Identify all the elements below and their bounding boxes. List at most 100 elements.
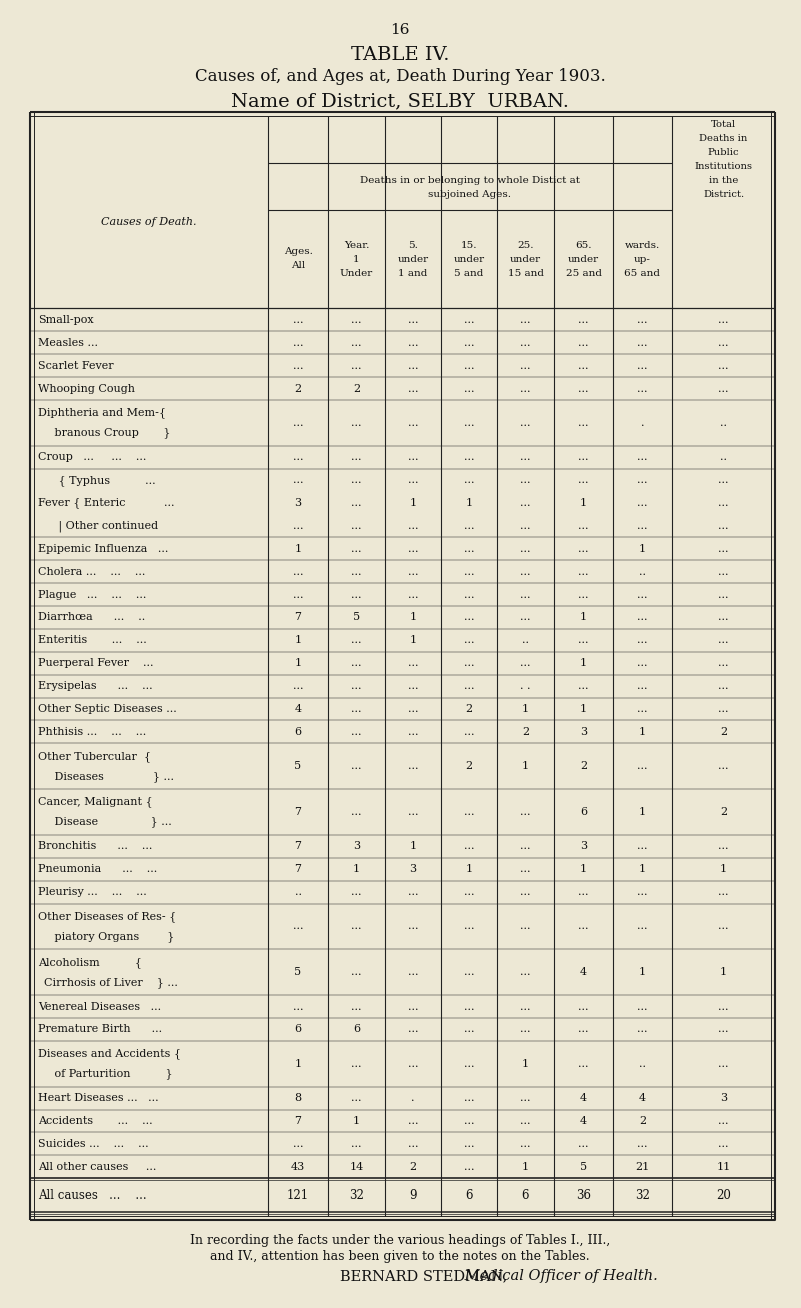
Text: 7: 7 (295, 612, 301, 623)
Text: 9: 9 (409, 1189, 417, 1202)
Text: ...: ... (521, 887, 531, 897)
Text: ...: ... (352, 1002, 362, 1011)
Text: 1: 1 (639, 544, 646, 553)
Text: Diphtheria and Mem-{: Diphtheria and Mem-{ (38, 408, 166, 419)
Text: ...: ... (464, 337, 474, 348)
Text: ...: ... (718, 566, 729, 577)
Text: ...: ... (578, 590, 589, 599)
Text: 1: 1 (353, 1116, 360, 1126)
Text: ...: ... (521, 1093, 531, 1103)
Text: 32: 32 (635, 1189, 650, 1202)
Text: ...: ... (638, 361, 648, 370)
Text: 36: 36 (576, 1189, 591, 1202)
Text: Public: Public (708, 148, 739, 157)
Text: ...: ... (578, 475, 589, 485)
Text: 7: 7 (295, 1116, 301, 1126)
Text: ...: ... (464, 612, 474, 623)
Text: ...: ... (578, 544, 589, 553)
Text: 2: 2 (639, 1116, 646, 1126)
Text: ...: ... (638, 337, 648, 348)
Text: and IV., attention has been given to the notes on the Tables.: and IV., attention has been given to the… (210, 1250, 590, 1264)
Text: ...: ... (718, 315, 729, 324)
Text: ...: ... (521, 921, 531, 931)
Text: ...: ... (464, 1139, 474, 1148)
Text: ...: ... (718, 544, 729, 553)
Text: wards.: wards. (625, 241, 660, 250)
Text: ...: ... (718, 636, 729, 645)
Text: 6: 6 (465, 1189, 473, 1202)
Text: ...: ... (578, 453, 589, 462)
Text: ...: ... (352, 967, 362, 977)
Text: 15.: 15. (461, 241, 477, 250)
Text: Cirrhosis of Liver    } ...: Cirrhosis of Liver } ... (44, 977, 178, 988)
Text: ...: ... (352, 1058, 362, 1069)
Text: Venereal Diseases   ...: Venereal Diseases ... (38, 1002, 161, 1011)
Text: ...: ... (464, 1162, 474, 1172)
Text: 1: 1 (580, 865, 587, 874)
Text: ...: ... (578, 1002, 589, 1011)
Text: ...: ... (718, 383, 729, 394)
Text: 1: 1 (639, 967, 646, 977)
Text: ...: ... (352, 658, 362, 668)
Text: 3: 3 (353, 841, 360, 852)
Text: ...: ... (408, 807, 418, 818)
Text: Epipemic Influenza   ...: Epipemic Influenza ... (38, 544, 168, 553)
Text: ...: ... (464, 681, 474, 691)
Text: 1: 1 (409, 612, 417, 623)
Text: ...: ... (521, 419, 531, 428)
Text: ...: ... (638, 453, 648, 462)
Text: ...: ... (718, 841, 729, 852)
Text: ...: ... (578, 887, 589, 897)
Text: up-: up- (634, 255, 651, 263)
Text: Phthisis ...    ...    ...: Phthisis ... ... ... (38, 727, 147, 736)
Text: ...: ... (408, 921, 418, 931)
Text: ...: ... (408, 967, 418, 977)
Text: Total: Total (711, 120, 736, 129)
Text: 3: 3 (580, 727, 587, 736)
Text: ...: ... (578, 921, 589, 931)
Text: ...: ... (292, 361, 304, 370)
Text: ...: ... (352, 498, 362, 508)
Text: ...: ... (578, 1024, 589, 1035)
Text: subjoined Ages.: subjoined Ages. (429, 190, 512, 199)
Text: ...: ... (638, 1002, 648, 1011)
Text: ...: ... (521, 1024, 531, 1035)
Text: ...: ... (352, 887, 362, 897)
Text: ...: ... (464, 361, 474, 370)
Text: 65 and: 65 and (625, 268, 661, 277)
Text: ...: ... (464, 921, 474, 931)
Text: ...: ... (408, 681, 418, 691)
Text: Other Tubercular  {: Other Tubercular { (38, 751, 151, 761)
Text: .: . (641, 419, 644, 428)
Text: ...: ... (718, 1002, 729, 1011)
Text: 1: 1 (720, 967, 727, 977)
Text: ...: ... (638, 590, 648, 599)
Text: All causes   ...    ...: All causes ... ... (38, 1189, 147, 1202)
Text: ...: ... (638, 681, 648, 691)
Text: ...: ... (718, 1024, 729, 1035)
Text: Pleurisy ...    ...    ...: Pleurisy ... ... ... (38, 887, 147, 897)
Text: 4: 4 (580, 1093, 587, 1103)
Text: Causes of, and Ages at, Death During Year 1903.: Causes of, and Ages at, Death During Yea… (195, 68, 606, 85)
Text: 1: 1 (580, 704, 587, 714)
Text: ...: ... (638, 612, 648, 623)
Text: ...: ... (464, 521, 474, 531)
Text: ...: ... (464, 315, 474, 324)
Text: ...: ... (352, 566, 362, 577)
Text: ...: ... (352, 315, 362, 324)
Text: ...: ... (638, 636, 648, 645)
Text: Bronchitis      ...    ...: Bronchitis ... ... (38, 841, 152, 852)
Text: 4: 4 (639, 1093, 646, 1103)
Text: ...: ... (638, 658, 648, 668)
Text: ...: ... (292, 453, 304, 462)
Text: 1: 1 (353, 255, 360, 263)
Text: ...: ... (464, 566, 474, 577)
Text: ...: ... (464, 1116, 474, 1126)
Text: ...: ... (408, 419, 418, 428)
Text: Whooping Cough: Whooping Cough (38, 383, 135, 394)
Text: ...: ... (292, 590, 304, 599)
Text: 5: 5 (580, 1162, 587, 1172)
Text: ...: ... (638, 841, 648, 852)
Text: ...: ... (408, 475, 418, 485)
Text: 1: 1 (522, 704, 529, 714)
